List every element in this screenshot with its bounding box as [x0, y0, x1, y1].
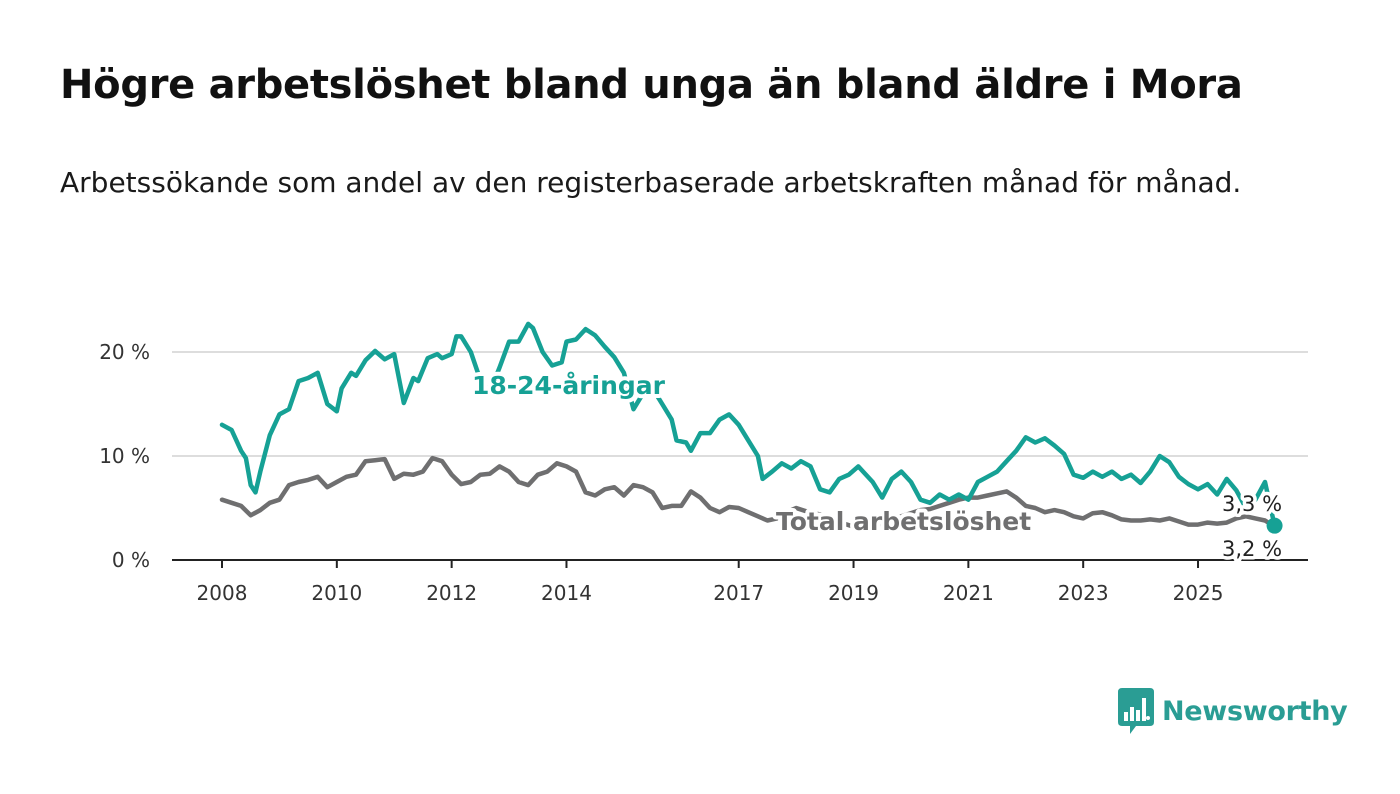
- end-value-total: 3,2 %: [1222, 537, 1282, 561]
- series-labels: 18-24-åringar Total arbetslöshet 3,3 % 3,2 …: [468, 367, 1286, 565]
- series-end-point: [1266, 517, 1283, 534]
- y-tick-label: 0 %: [112, 548, 150, 572]
- x-tick-label: 2019: [828, 581, 879, 605]
- y-tick-label: 10 %: [99, 444, 150, 468]
- x-tick-label: 2012: [426, 581, 477, 605]
- brand-logo: Newsworthy: [1118, 688, 1348, 734]
- x-tick-label: 2010: [311, 581, 362, 605]
- series-line-youth: [219, 321, 1277, 528]
- brand-name: Newsworthy: [1162, 695, 1348, 727]
- newsworthy-logo-icon: [1118, 688, 1154, 734]
- x-tick-label: 2008: [197, 581, 248, 605]
- x-tick-label: 2014: [541, 581, 592, 605]
- series-line-total: [219, 455, 1277, 532]
- y-axis: 0 % 10 % 20 %: [99, 340, 150, 572]
- gridlines: [172, 351, 1308, 457]
- y-tick-label: 20 %: [99, 340, 150, 364]
- x-tick-label: 2023: [1058, 581, 1109, 605]
- x-axis: 2008 2010 2012 2014 2017 2019 2021 2023 2025: [172, 559, 1308, 605]
- end-value-youth: 3,3 %: [1222, 492, 1282, 516]
- series-label-youth: 18-24-åringar: [472, 371, 666, 400]
- x-tick-label: 2021: [943, 581, 994, 605]
- chart-title: Högre arbetslöshet bland unga än bland ä…: [60, 62, 1243, 108]
- series-lines: [219, 321, 1283, 534]
- chart-subtitle: Arbetssökande som andel av den registerb…: [60, 166, 1242, 199]
- x-tick-label: 2025: [1173, 581, 1224, 605]
- x-tick-label: 2017: [713, 581, 764, 605]
- series-label-total: Total arbetslöshet: [776, 507, 1031, 536]
- line-chart: 2008 2010 2012 2014 2017 2019 2021 2023 2025 0 %…: [99, 321, 1308, 605]
